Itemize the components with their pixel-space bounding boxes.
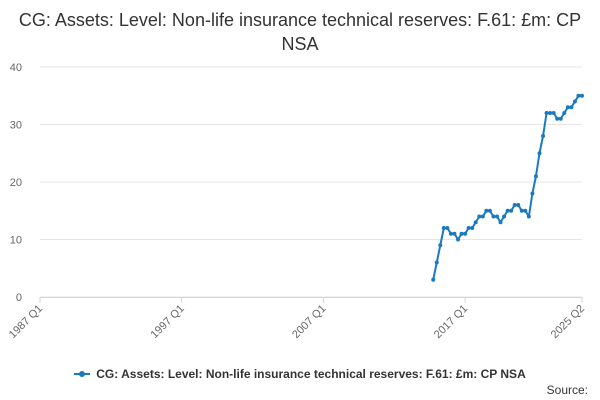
- data-point[interactable]: [516, 203, 521, 207]
- data-point[interactable]: [565, 105, 570, 110]
- x-tick-label: 1997 Q1: [148, 303, 186, 341]
- data-point[interactable]: [477, 214, 482, 219]
- data-point[interactable]: [569, 105, 574, 110]
- data-point[interactable]: [480, 214, 485, 219]
- x-tick-label: 2025 Q2: [549, 303, 587, 341]
- y-tick-label: 0: [16, 292, 22, 304]
- data-point[interactable]: [438, 243, 443, 248]
- legend-label: CG: Assets: Level: Non-life insurance te…: [96, 367, 526, 381]
- data-point[interactable]: [491, 214, 496, 219]
- data-point[interactable]: [456, 237, 461, 242]
- data-point[interactable]: [580, 93, 584, 98]
- legend[interactable]: CG: Assets: Level: Non-life insurance te…: [0, 364, 600, 381]
- legend-line-marker-icon: [74, 371, 91, 377]
- data-point[interactable]: [445, 226, 450, 230]
- data-point[interactable]: [572, 99, 577, 104]
- data-point[interactable]: [431, 277, 436, 282]
- data-point[interactable]: [448, 231, 453, 236]
- data-point[interactable]: [452, 231, 457, 236]
- data-point[interactable]: [502, 214, 507, 219]
- data-point[interactable]: [526, 214, 531, 219]
- data-point[interactable]: [576, 93, 581, 98]
- data-point[interactable]: [441, 226, 446, 230]
- data-point[interactable]: [555, 116, 560, 121]
- source-label: Source:: [546, 383, 588, 397]
- data-point[interactable]: [544, 111, 549, 115]
- x-tick-label: 2007 Q1: [290, 303, 328, 341]
- x-axis: 1987 Q1 1997 Q1 2007 Q1 2017 Q1 2025 Q2: [7, 297, 587, 341]
- x-tick-label: 1987 Q1: [7, 303, 45, 341]
- data-point[interactable]: [533, 174, 538, 179]
- series-layer: [431, 93, 584, 282]
- y-tick-label: 30: [10, 120, 22, 132]
- data-point[interactable]: [548, 111, 553, 115]
- data-point[interactable]: [523, 208, 528, 213]
- data-point[interactable]: [505, 208, 510, 213]
- data-point[interactable]: [537, 151, 542, 156]
- grid-lines: [40, 66, 582, 298]
- data-point[interactable]: [530, 191, 535, 196]
- data-point[interactable]: [466, 226, 471, 230]
- y-tick-label: 20: [10, 177, 22, 189]
- y-axis-ticks: 0 10 20 30 40: [10, 62, 22, 304]
- x-tick-label: 2017 Q1: [432, 303, 470, 341]
- y-tick-label: 40: [10, 62, 22, 74]
- series-line: [432, 94, 582, 280]
- data-point[interactable]: [484, 208, 489, 213]
- data-point[interactable]: [509, 208, 514, 213]
- data-point[interactable]: [463, 231, 468, 236]
- data-point[interactable]: [519, 208, 524, 213]
- data-point[interactable]: [459, 231, 464, 236]
- y-tick-label: 10: [10, 235, 22, 247]
- data-point[interactable]: [562, 111, 567, 115]
- data-point[interactable]: [541, 134, 546, 138]
- data-point[interactable]: [512, 203, 517, 207]
- chart-title: CG: Assets: Level: Non-life insurance te…: [18, 10, 582, 54]
- data-point[interactable]: [498, 220, 503, 225]
- data-point[interactable]: [551, 111, 556, 115]
- data-point[interactable]: [494, 214, 499, 219]
- data-point[interactable]: [434, 260, 439, 265]
- data-point[interactable]: [558, 116, 563, 121]
- data-point[interactable]: [487, 208, 492, 213]
- data-point[interactable]: [470, 226, 475, 230]
- legend-item[interactable]: CG: Assets: Level: Non-life insurance te…: [74, 367, 526, 381]
- data-point[interactable]: [473, 220, 478, 225]
